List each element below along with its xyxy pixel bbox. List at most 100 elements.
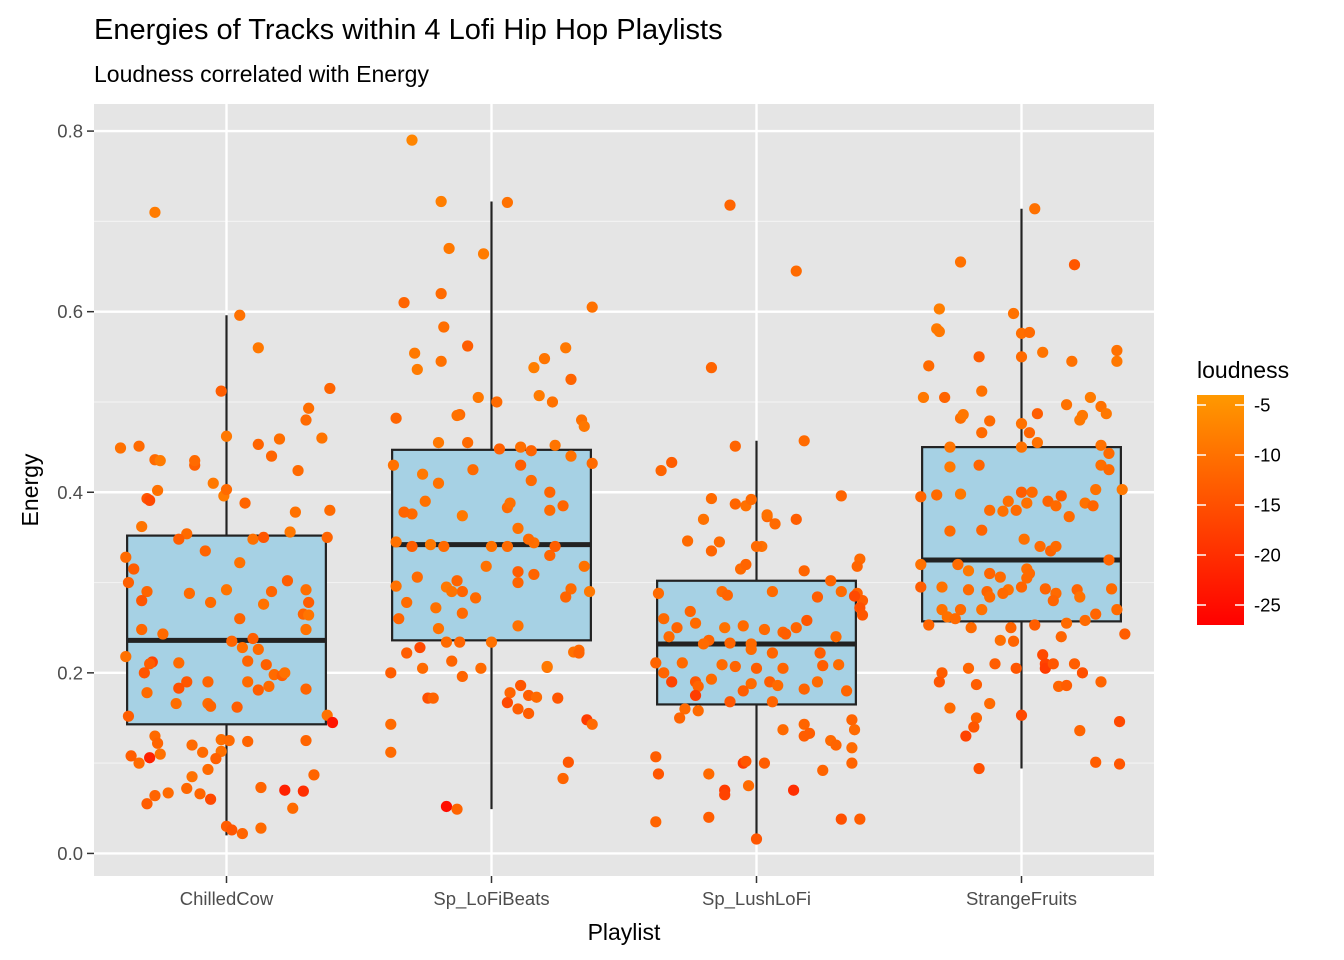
track-point [944, 461, 956, 473]
track-point [798, 435, 810, 447]
track-point [300, 683, 312, 695]
track-point [705, 545, 718, 557]
track-point [1029, 619, 1041, 631]
track-point [848, 724, 861, 736]
track-point [194, 788, 206, 800]
track-point [652, 768, 665, 780]
x-axis: ChilledCow Sp_LoFiBeats Sp_LushLoFi Strange… [180, 876, 1077, 910]
track-point [915, 491, 927, 503]
track-point [226, 824, 238, 836]
track-point [512, 576, 524, 589]
legend-tick-label: -10 [1254, 445, 1281, 466]
track-point [406, 540, 418, 553]
legend-title: loudness [1197, 357, 1289, 383]
track-point [239, 497, 251, 509]
track-point [424, 539, 437, 551]
track-point [973, 351, 985, 363]
track-point [968, 721, 980, 733]
track-point [719, 622, 731, 634]
track-point [1021, 497, 1033, 509]
track-point [1031, 436, 1043, 449]
track-point [1090, 756, 1102, 768]
track-point [406, 134, 418, 146]
track-point [817, 660, 829, 672]
track-point [1074, 591, 1086, 603]
track-point [798, 683, 810, 695]
track-point [811, 676, 824, 688]
track-point [189, 455, 201, 467]
track-point [1047, 658, 1059, 670]
track-point [676, 657, 688, 669]
track-point [962, 584, 975, 596]
track-point [705, 362, 718, 374]
track-point [1095, 676, 1107, 688]
track-point [226, 635, 238, 647]
track-point [477, 248, 490, 260]
y-axis-label: Energy [17, 453, 43, 526]
track-point [674, 712, 686, 724]
track-point [705, 673, 718, 685]
track-point [114, 442, 127, 454]
track-point [324, 504, 336, 516]
track-point [766, 585, 779, 598]
track-point [303, 609, 315, 621]
track-point [303, 402, 315, 414]
track-point [740, 558, 752, 571]
track-point [205, 596, 217, 609]
track-point [133, 440, 145, 452]
track-point [1023, 326, 1036, 339]
track-point [525, 445, 537, 457]
track-point [289, 506, 301, 518]
track-point [973, 762, 985, 775]
track-point [1023, 427, 1036, 439]
track-point [1106, 583, 1118, 595]
track-point [994, 634, 1006, 646]
track-point [790, 622, 802, 634]
track-point [255, 822, 267, 834]
track-point [976, 524, 988, 536]
track-point [557, 772, 569, 785]
track-point [242, 735, 254, 748]
track-point [830, 631, 842, 643]
box [126, 534, 327, 726]
track-point [586, 301, 598, 313]
track-point [692, 705, 704, 717]
track-point [573, 647, 585, 659]
track-point [273, 433, 286, 445]
track-point [292, 464, 304, 477]
track-point [247, 632, 259, 645]
track-point [136, 520, 148, 533]
track-point [247, 533, 259, 545]
track-point [491, 396, 503, 408]
track-point [729, 440, 741, 452]
track-point [976, 427, 988, 439]
track-point [255, 781, 267, 794]
track-point [772, 679, 784, 692]
track-point [740, 755, 752, 767]
track-point [138, 667, 150, 679]
track-point [663, 631, 675, 643]
whiskers [225, 201, 1023, 839]
track-point [515, 459, 527, 471]
track-point [692, 680, 704, 692]
track-point [141, 798, 153, 810]
track-point [1031, 408, 1043, 420]
track-point [1111, 604, 1123, 616]
track-point [279, 784, 291, 796]
track-point [1068, 658, 1081, 670]
track-point [157, 628, 169, 640]
track-point [984, 697, 996, 710]
track-point [1100, 408, 1112, 420]
track-point [1015, 418, 1028, 430]
track-point [655, 464, 667, 477]
track-point [1060, 399, 1073, 411]
track-point [1002, 495, 1014, 507]
track-point [846, 714, 858, 726]
track-point [438, 540, 450, 553]
track-point [689, 617, 702, 629]
legend-tick-label: -20 [1254, 545, 1281, 566]
track-point [210, 753, 222, 765]
track-point [933, 303, 945, 315]
track-point [825, 575, 837, 587]
y-tick-label: 0.2 [57, 662, 83, 683]
